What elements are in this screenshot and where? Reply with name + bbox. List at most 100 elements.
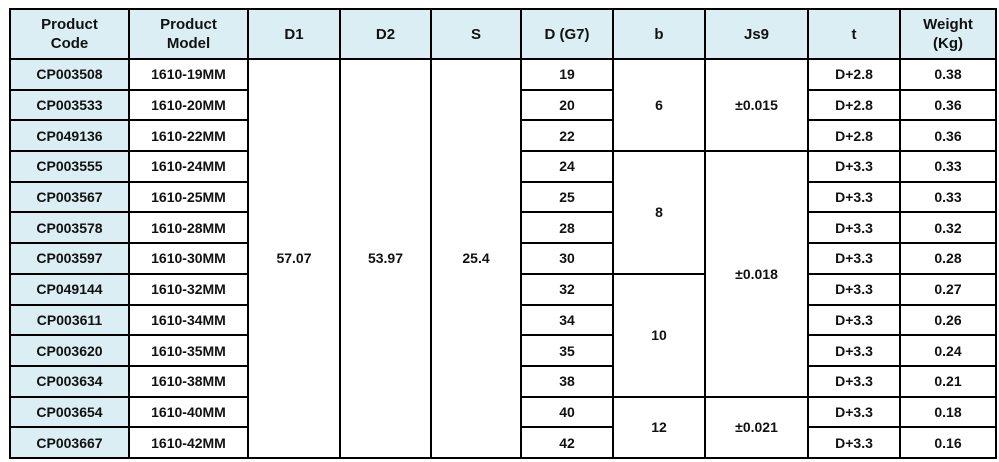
table-row: CP049136 1610-22MM 22 D+2.8 0.36	[9, 119, 997, 153]
table-row: CP003654 1610-40MM 40 12 ±0.021 D+3.3 0.18	[9, 395, 997, 459]
header-label: D (G7)	[544, 25, 590, 43]
product-code-cell: CP003533	[9, 88, 130, 122]
product-model-cell: 1610-30MM	[128, 242, 249, 275]
t-cell: D+3.3	[807, 426, 901, 459]
d-g7-cell: 40	[520, 395, 614, 429]
t-cell: D+3.3	[807, 334, 901, 367]
d-g7-cell: 28	[520, 211, 614, 245]
d-g7-cell: 32	[520, 272, 614, 306]
product-model-cell: 1610-42MM	[128, 426, 249, 459]
header-product-code: Product Code	[9, 8, 130, 60]
header-b: b	[612, 8, 706, 60]
header-label: Js9	[743, 25, 770, 43]
t-cell: D+3.3	[807, 303, 901, 337]
header-label: Code	[50, 35, 89, 52]
d-g7-cell: 42	[520, 426, 614, 459]
product-code-cell: CP003578	[9, 211, 130, 245]
d1-cell: 57.07	[247, 58, 341, 459]
js9-cell: ±0.018	[704, 150, 809, 398]
product-model-cell: 1610-22MM	[128, 119, 249, 153]
header-label: t	[851, 25, 857, 43]
d-g7-cell: 30	[520, 242, 614, 275]
weight-cell: 0.21	[899, 364, 997, 398]
weight-cell: 0.36	[899, 88, 997, 122]
header-label: (Kg)	[933, 35, 963, 52]
t-cell: D+2.8	[807, 58, 901, 91]
header-d2: D2	[339, 8, 432, 60]
weight-cell: 0.27	[899, 272, 997, 306]
js9-cell: ±0.021	[704, 395, 809, 459]
header-s: S	[430, 8, 522, 60]
header-label: Model	[166, 35, 211, 52]
header-js9: Js9	[704, 8, 809, 60]
table-row: CP049144 1610-32MM 32 10 D+3.3 0.27	[9, 272, 997, 398]
d2-cell: 53.97	[339, 58, 432, 459]
header-label: Product	[160, 16, 217, 33]
header-t: t	[807, 8, 901, 60]
product-code-cell: CP003654	[9, 395, 130, 429]
b-cell: 12	[612, 395, 706, 459]
t-cell: D+3.3	[807, 364, 901, 398]
product-model-cell: 1610-35MM	[128, 334, 249, 367]
header-row: Product Code Product Model D1 D2 S D (G7) b Js9 t W…	[9, 8, 997, 60]
product-model-cell: 1610-32MM	[128, 272, 249, 306]
product-model-cell: 1610-24MM	[128, 150, 249, 183]
table-row: CP003597 1610-30MM 30 D+3.3 0.28	[9, 242, 997, 275]
weight-cell: 0.26	[899, 303, 997, 337]
weight-cell: 0.36	[899, 119, 997, 153]
t-cell: D+3.3	[807, 211, 901, 245]
product-code-cell: CP003634	[9, 364, 130, 398]
header-product-model: Product Model	[128, 8, 249, 60]
header-label: D1	[284, 25, 304, 43]
weight-cell: 0.33	[899, 180, 997, 214]
b-cell: 10	[612, 272, 706, 398]
product-model-cell: 1610-38MM	[128, 364, 249, 398]
weight-cell: 0.18	[899, 395, 997, 429]
weight-cell: 0.38	[899, 58, 997, 91]
t-cell: D+3.3	[807, 150, 901, 183]
d-g7-cell: 24	[520, 150, 614, 183]
b-cell: 6	[612, 57, 706, 153]
t-cell: D+3.3	[807, 395, 901, 429]
table-row: CP003620 1610-35MM 35 D+3.3 0.24	[9, 334, 997, 367]
t-cell: D+2.8	[807, 88, 901, 122]
header-d1: D1	[247, 8, 341, 60]
table-row: CP003555 1610-24MM 24 8 ±0.018 D+3.3 0.33	[9, 150, 997, 398]
header-label: S	[470, 25, 481, 43]
product-code-cell: CP003620	[9, 334, 130, 367]
product-model-cell: 1610-25MM	[128, 180, 249, 214]
table-row: CP003611 1610-34MM 34 D+3.3 0.26	[9, 303, 997, 337]
t-cell: D+3.3	[807, 242, 901, 275]
product-model-cell: 1610-20MM	[128, 88, 249, 122]
header-label: Weight	[923, 16, 973, 33]
d-g7-cell: 19	[520, 58, 614, 91]
header-weight: Weight (Kg)	[899, 8, 997, 60]
product-model-cell: 1610-19MM	[128, 58, 249, 91]
t-cell: D+3.3	[807, 180, 901, 214]
product-code-cell: CP049136	[9, 119, 130, 153]
table-row: CP003578 1610-28MM 28 D+3.3 0.32	[9, 211, 997, 245]
t-cell: D+3.3	[807, 272, 901, 306]
table-row: CP003567 1610-25MM 25 D+3.3 0.33	[9, 180, 997, 214]
header-label: Product	[41, 16, 98, 33]
weight-cell: 0.32	[899, 211, 997, 245]
s-cell: 25.4	[430, 58, 522, 459]
d-g7-cell: 34	[520, 303, 614, 337]
table-row: CP003667 1610-42MM 42 D+3.3 0.16	[9, 426, 997, 459]
weight-cell: 0.24	[899, 334, 997, 367]
header-d-g7: D (G7)	[520, 8, 614, 60]
product-code-cell: CP003508	[9, 58, 130, 91]
header-label: D2	[375, 25, 396, 43]
weight-cell: 0.16	[899, 426, 997, 459]
table-row: CP003533 1610-20MM 20 D+2.8 0.36	[9, 88, 997, 122]
specifications-table: Product Code Product Model D1 D2 S D (G7) b Js9 t W…	[9, 8, 997, 459]
table-row: CP003508 1610-19MM 57.07 53.97 25.4 19 6 ±0.015…	[9, 57, 997, 459]
js9-cell: ±0.015	[704, 57, 809, 153]
d-g7-cell: 20	[520, 88, 614, 122]
d-g7-cell: 25	[520, 180, 614, 214]
weight-cell: 0.28	[899, 242, 997, 275]
d-g7-cell: 35	[520, 334, 614, 367]
d-g7-cell: 22	[520, 119, 614, 153]
header-label: b	[654, 25, 664, 43]
weight-cell: 0.33	[899, 150, 997, 183]
